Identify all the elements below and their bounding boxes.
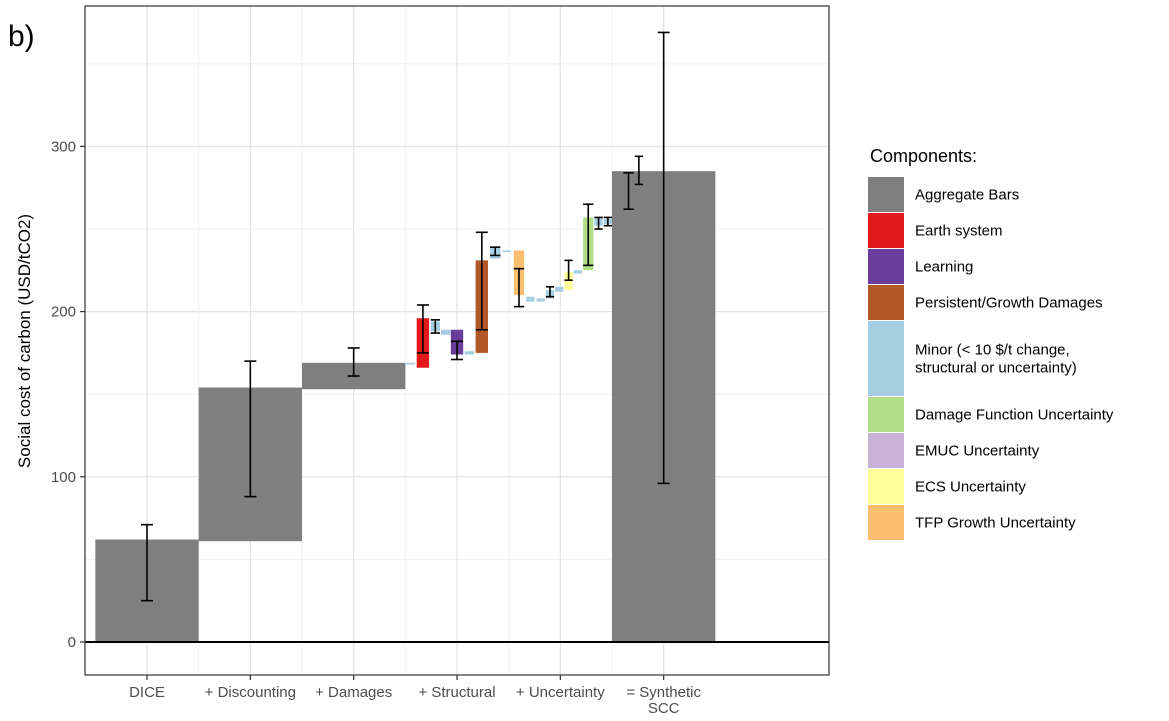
legend-label: Earth system xyxy=(915,223,1003,240)
y-tick-label: 100 xyxy=(51,469,76,486)
legend-label: Persistent/Growth Damages xyxy=(915,295,1103,312)
y-tick-label: 0 xyxy=(68,634,76,651)
x-tick-label: DICE xyxy=(129,684,165,701)
plot-area xyxy=(84,5,830,676)
y-axis: 0 100 200 300 xyxy=(51,138,85,651)
legend-label: Aggregate Bars xyxy=(915,187,1019,204)
y-tick-label: 300 xyxy=(51,138,76,155)
bar-minor xyxy=(573,270,583,274)
legend-key-persistent xyxy=(868,285,904,320)
legend-key-damage_unc xyxy=(868,397,904,432)
bar-minor xyxy=(502,250,511,253)
legend-label: Damage Function Uncertainty xyxy=(915,407,1114,424)
x-tick-label: + Uncertainty xyxy=(516,684,605,701)
x-tick-label: = Synthetic SCC xyxy=(626,684,701,717)
x-tick-label: + Damages xyxy=(315,684,392,701)
legend-label: TFP Growth Uncertainty xyxy=(915,515,1076,532)
error-bars xyxy=(141,31,670,602)
legend-key-learning xyxy=(868,249,904,284)
x-tick-label: + Structural xyxy=(418,684,495,701)
bar-ecs xyxy=(564,271,573,291)
y-tick-label: 200 xyxy=(51,304,76,321)
panel-label: b) xyxy=(8,20,35,53)
legend-label: Learning xyxy=(915,259,973,276)
bar-minor xyxy=(536,298,545,302)
legend: Components: Aggregate Bars Earth system Le… xyxy=(868,146,1114,540)
bar-minor xyxy=(464,351,475,355)
legend-label: EMUC Uncertainty xyxy=(915,443,1040,460)
legend-key-aggregate xyxy=(868,177,904,212)
bar-minor xyxy=(555,286,564,292)
bar-minor xyxy=(405,362,416,365)
legend-label: ECS Uncertainty xyxy=(915,479,1026,496)
bar-minor xyxy=(526,296,535,302)
x-axis: DICE + Discounting + Damages + Structural + … xyxy=(129,675,701,717)
y-axis-title: Social cost of carbon (USD/tCO2) xyxy=(15,214,34,468)
legend-key-earth xyxy=(868,213,904,248)
legend-title: Components: xyxy=(870,146,977,166)
legend-label: Minor (< 10 $/t change, structural or unc… xyxy=(915,342,1077,377)
legend-key-tfp xyxy=(868,505,904,540)
x-tick-label: + Discounting xyxy=(205,684,296,701)
legend-key-ecs xyxy=(868,469,904,504)
legend-key-minor xyxy=(868,321,904,396)
bar-minor xyxy=(440,329,451,335)
legend-key-emuc xyxy=(868,433,904,468)
